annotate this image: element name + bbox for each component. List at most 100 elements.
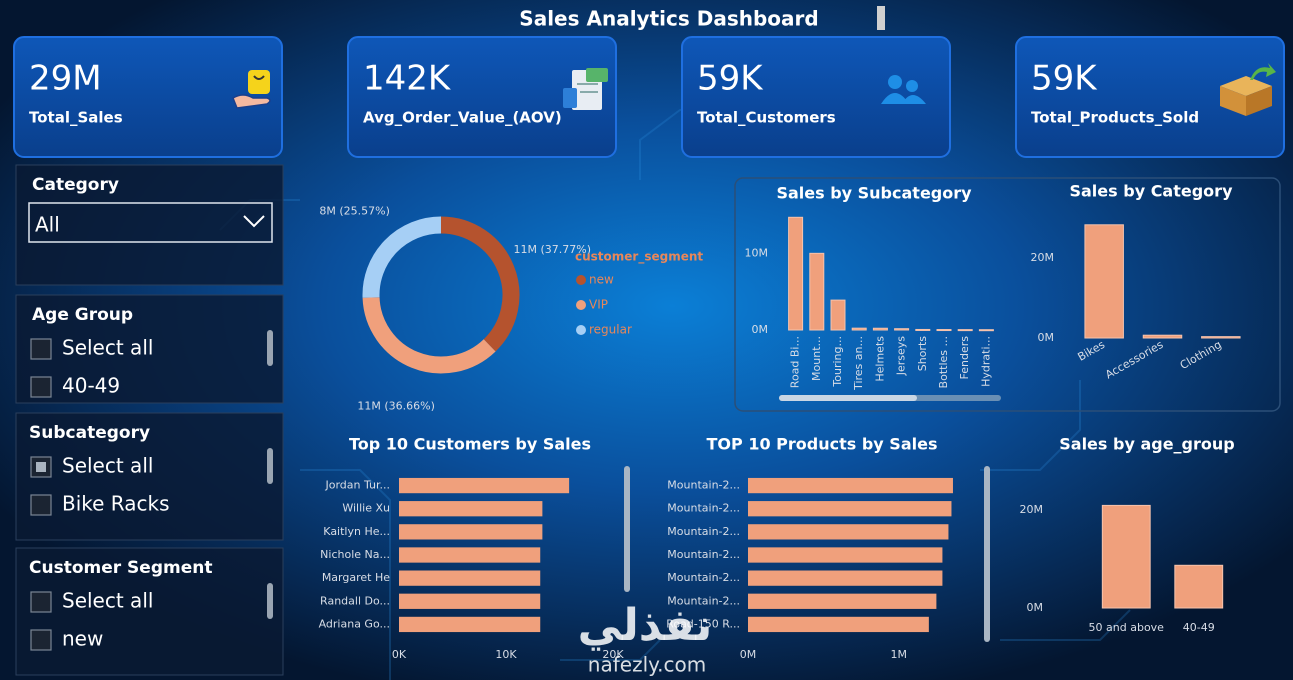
x-tick-label: Mount... — [810, 336, 823, 381]
bar — [748, 477, 953, 494]
slicer-panel — [15, 164, 284, 286]
bar — [1142, 334, 1183, 339]
kpi-label: Avg_Order_Value_(AOV) — [363, 109, 562, 127]
bar — [748, 593, 937, 609]
customers-icon — [881, 75, 926, 104]
kpi-value: 29M — [29, 59, 102, 99]
watermark: نفذلي — [578, 600, 713, 651]
y-tick-label: Adriana Go... — [319, 617, 390, 630]
bar — [399, 477, 570, 494]
x-tick-label: Road Bi... — [789, 336, 802, 388]
checkbox-check[interactable] — [36, 462, 46, 472]
y-tick-label: Willie Xu — [342, 502, 390, 515]
chart-title: Top 10 Customers by Sales — [349, 435, 591, 454]
bar — [894, 328, 910, 331]
checkbox[interactable] — [30, 629, 52, 651]
scroll-thumb[interactable] — [624, 466, 630, 592]
x-tick-label: 1M — [890, 648, 907, 661]
watermark: nafezly.com — [588, 653, 706, 677]
x-tick-label: Bottles ... — [937, 336, 950, 388]
slicer-panel — [15, 412, 284, 541]
kpi-value: 59K — [697, 59, 764, 99]
aov-icon — [563, 68, 608, 110]
x-tick-label: Helmets — [873, 336, 886, 382]
x-tick-label: 10K — [495, 648, 517, 661]
y-tick-label: Mountain-2... — [667, 571, 740, 584]
x-tick-label: 40-49 — [1183, 621, 1215, 634]
dropdown-chevron[interactable] — [243, 215, 265, 228]
kpi-value: 142K — [363, 59, 452, 99]
scroll-thumb[interactable] — [267, 583, 273, 619]
bar — [748, 501, 952, 517]
bar — [399, 593, 541, 609]
y-tick-label: Kaitlyn He... — [323, 525, 390, 538]
bar — [1174, 564, 1224, 609]
y-tick-label: 0M — [1038, 331, 1055, 344]
dropdown-value: All — [35, 213, 60, 237]
bar — [788, 216, 804, 331]
legend-title: customer_segment — [575, 250, 703, 265]
kpi-label: Total_Products_Sold — [1031, 109, 1199, 127]
y-tick-label: Margaret He — [322, 571, 390, 584]
scroll-thumb[interactable] — [779, 395, 917, 401]
y-tick-label: Mountain-2... — [667, 479, 740, 492]
slicer-item[interactable]: Select all — [62, 454, 153, 478]
bar — [748, 570, 943, 586]
bar — [748, 547, 943, 563]
y-tick-label: Mountain-2... — [667, 548, 740, 561]
kpi-card — [13, 36, 283, 158]
donut-slice — [362, 296, 496, 374]
x-tick-label: 0K — [392, 648, 407, 661]
legend-label: VIP — [589, 298, 608, 312]
sales-icon — [232, 70, 271, 109]
bar — [936, 329, 952, 332]
bar — [748, 616, 929, 633]
checkbox[interactable] — [30, 376, 52, 398]
slicers: Category All Age Group Select all 40-49 Subca… — [15, 164, 284, 676]
legend-marker — [576, 300, 586, 310]
bar — [1201, 336, 1241, 339]
data-label: 8M (25.57%) — [319, 205, 390, 218]
bar — [809, 252, 825, 331]
kpi-value: 59K — [1031, 59, 1098, 99]
bar — [978, 329, 994, 332]
slicer-title: Subcategory — [29, 423, 150, 443]
x-tick-label: 50 and above — [1089, 621, 1165, 634]
slicer-item[interactable]: new — [62, 627, 103, 651]
bar — [399, 616, 541, 633]
slicer-item[interactable]: 40-49 — [62, 374, 120, 398]
dropdown[interactable] — [28, 202, 273, 243]
bar — [399, 547, 541, 563]
bar — [1101, 504, 1151, 609]
chart-panel-border — [734, 177, 1281, 412]
kpi-card — [347, 36, 617, 158]
legend-label: regular — [589, 323, 632, 337]
y-tick-label: Randall Do... — [320, 594, 390, 607]
chart-title: Sales by age_group — [1059, 435, 1234, 454]
checkbox[interactable] — [30, 338, 52, 360]
bar — [830, 299, 846, 331]
scroll-thumb[interactable] — [267, 330, 273, 366]
data-label: 11M (37.77%) — [513, 243, 591, 256]
slicer-item[interactable]: Bike Racks — [62, 492, 170, 516]
x-tick-label: Hydrati... — [979, 336, 992, 387]
bar — [1084, 224, 1124, 339]
slicer-title: Category — [32, 175, 119, 195]
chart-title: Sales by Category — [1069, 182, 1233, 201]
y-tick-label: Mountain-2... — [667, 594, 740, 607]
dashboard-title: Sales Analytics Dashboard — [519, 7, 818, 31]
cursor-mark — [877, 6, 885, 30]
slicer-item[interactable]: Select all — [62, 589, 153, 613]
scroll-thumb[interactable] — [267, 448, 273, 484]
x-tick-label: Shorts — [916, 336, 929, 372]
chart-title: TOP 10 Products by Sales — [707, 435, 938, 454]
checkbox[interactable] — [30, 591, 52, 613]
scroll-thumb[interactable] — [984, 466, 990, 642]
checkbox[interactable] — [30, 494, 52, 516]
slicer-item[interactable]: Select all — [62, 336, 153, 360]
bar — [957, 329, 973, 332]
bar — [851, 327, 867, 331]
bar — [399, 501, 543, 517]
